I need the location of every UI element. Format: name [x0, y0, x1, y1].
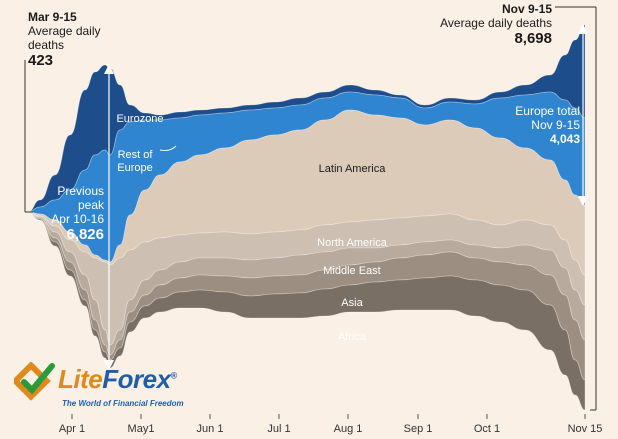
previous-peak-value: 6,826 [66, 226, 104, 243]
start-period: Mar 9-15 [28, 10, 77, 24]
series-label-rest-of-europe: Rest of [118, 149, 154, 161]
europe-total-annotation: Europe total Nov 9-15 4,043 [506, 104, 580, 146]
rest-of-europe-leader [159, 145, 177, 151]
liteforex-logo-icon [14, 362, 55, 401]
europe-total-arrow-head-top [578, 24, 588, 34]
start-value: 423 [28, 52, 54, 69]
start-annotation: Mar 9-15 Average daily deaths 423 [28, 10, 101, 70]
series-label-middle-east: Middle East [323, 265, 380, 277]
europe-total-arrow-head-bottom [578, 196, 588, 206]
liteforex-name: LiteForex® [58, 364, 177, 394]
end-period: Nov 9-15 [501, 2, 552, 16]
x-tick-label: Nov 15 [568, 423, 603, 435]
europe-total-value: 4,043 [549, 132, 580, 146]
previous-peak-arrow-head-top [104, 64, 114, 74]
previous-peak-annotation: Previous peak Apr 10-16 6,826 [44, 184, 104, 244]
x-tick-label: Apr 1 [59, 423, 85, 435]
series-label-eurozone: Eurozone [116, 113, 163, 125]
end-label: Average daily deaths [440, 16, 552, 30]
series-label-rest-of-europe: Europe [117, 162, 152, 174]
series-band-africa [27, 211, 586, 411]
x-tick-label: May1 [128, 423, 155, 435]
previous-peak-label: Previous peak Apr 10-16 [51, 184, 104, 226]
x-tick-label: Jun 1 [197, 423, 224, 435]
x-tick-label: Aug 1 [334, 423, 363, 435]
europe-total-label: Europe total Nov 9-15 [515, 104, 580, 132]
x-tick-label: Jul 1 [267, 423, 290, 435]
series-label-asia: Asia [341, 297, 363, 309]
end-annotation: Nov 9-15 Average daily deaths 8,698 [440, 2, 552, 48]
previous-peak-arrow-head-bottom [104, 360, 114, 370]
liteforex-tagline: The World of Financial Freedom [62, 399, 184, 408]
end-value: 8,698 [514, 30, 552, 47]
series-label-africa: Africa [338, 331, 367, 343]
start-label: Average daily deaths [28, 24, 101, 52]
liteforex-logo: LiteForex® The World of Financial Freedo… [14, 362, 194, 414]
series-label-north-america: North America [317, 237, 388, 249]
x-tick-label: Sep 1 [404, 423, 433, 435]
series-label-latin-america: Latin America [319, 163, 387, 175]
x-tick-label: Oct 1 [474, 423, 500, 435]
